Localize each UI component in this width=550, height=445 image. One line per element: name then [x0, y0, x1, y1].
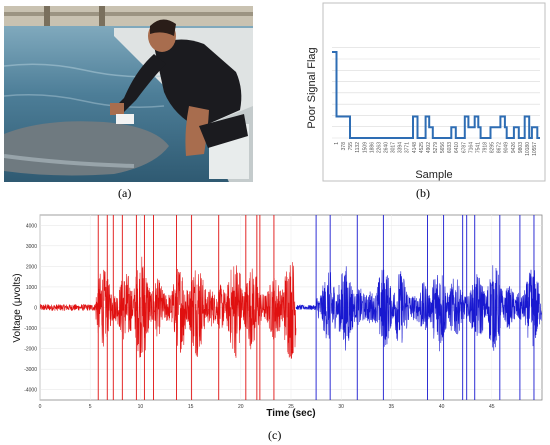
voltage-chart-svg: 4000 3000 2000 1000 0 -1000 -2000 -3000 -4000 0 5 1… — [12, 214, 543, 419]
x-tick-label: 35 — [389, 404, 395, 410]
trainer-dolphin-photo — [4, 6, 253, 182]
x-tick-label: 10557 — [532, 142, 538, 156]
x-tick-label: 1 — [334, 142, 340, 145]
x-tick-label: 4148 — [412, 142, 418, 153]
red-eeg-trace — [40, 256, 297, 359]
x-tick-label: 9803 — [518, 142, 524, 153]
blue-eeg-trace — [295, 265, 542, 352]
y-tick-label: 4000 — [26, 223, 37, 229]
x-tick-label: 4902 — [426, 142, 432, 153]
x-tick-label: 10 — [138, 404, 144, 410]
x-tick-label: 4525 — [419, 142, 425, 153]
x-tick-label: 755 — [348, 142, 354, 151]
y-axis-label: Poor Signal Flag — [306, 47, 318, 128]
x-tick-label: 5656 — [440, 142, 446, 153]
x-tick-label: 5 — [89, 404, 92, 410]
y-tick-label: 0 — [34, 306, 37, 312]
y-tick-label: -1000 — [24, 326, 37, 332]
x-tick-label: 9049 — [504, 142, 510, 153]
x-tick-label: 0 — [39, 404, 42, 410]
poor-signal-chart-svg: 1 378 755 1132 1509 1886 2263 2640 3017 3394 3771 4… — [306, 2, 546, 182]
y-tick-label: 3000 — [26, 244, 37, 250]
y-tick-label: 2000 — [26, 264, 37, 270]
poor-signal-series-line — [332, 51, 540, 139]
x-tick-label: 20 — [238, 404, 244, 410]
y-tick-label: -4000 — [24, 388, 37, 394]
x-tick-label: 8295 — [490, 142, 496, 153]
caption-c: (c) — [268, 428, 282, 442]
x-axis-label: Sample — [415, 169, 452, 181]
x-tick-label: 7164 — [468, 142, 474, 153]
voltage-chart: 4000 3000 2000 1000 0 -1000 -2000 -3000 -4000 0 5 1… — [0, 205, 550, 427]
caption-a: (a) — [118, 186, 132, 200]
x-tick-label: 1132 — [355, 142, 361, 153]
x-tick-label: 378 — [341, 142, 347, 151]
y-tick-label: -2000 — [24, 347, 37, 353]
x-tick-label: 2263 — [376, 142, 382, 153]
x-tick-label: 3771 — [405, 142, 411, 153]
x-axis-label: Time (sec) — [266, 408, 315, 419]
y-axis-label: Voltage (μvolts) — [12, 273, 23, 342]
x-tick-label: 45 — [489, 404, 495, 410]
y-tick-label: 1000 — [26, 285, 37, 291]
poor-signal-chart: 1 378 755 1132 1509 1886 2263 2640 3017 3394 3771 4… — [300, 2, 550, 182]
x-tick-label: 8672 — [497, 142, 503, 153]
x-tick-label: 25 — [288, 404, 294, 410]
x-tick-label: 10180 — [525, 142, 531, 156]
photo-panel — [4, 6, 253, 182]
x-tick-label: 9426 — [511, 142, 517, 153]
caption-b: (b) — [416, 186, 430, 200]
x-tick-label: 6787 — [461, 142, 467, 153]
x-tick-label: 7541 — [475, 142, 481, 153]
x-tick-label: 30 — [338, 404, 344, 410]
x-tick-label: 1509 — [362, 142, 368, 153]
x-tick-label: 7918 — [483, 142, 489, 153]
x-tick-label: 15 — [188, 404, 194, 410]
x-tick-label: 2640 — [384, 142, 390, 153]
x-tick-label: 3394 — [398, 142, 404, 153]
x-tick-label: 5279 — [433, 142, 439, 153]
y-tick-label: -3000 — [24, 367, 37, 373]
x-tick-label: 40 — [439, 404, 445, 410]
x-tick-label: 3017 — [391, 142, 397, 153]
x-tick-label: 1886 — [369, 142, 375, 153]
x-tick-label: 6410 — [454, 142, 460, 153]
x-tick-label: 6033 — [447, 142, 453, 153]
